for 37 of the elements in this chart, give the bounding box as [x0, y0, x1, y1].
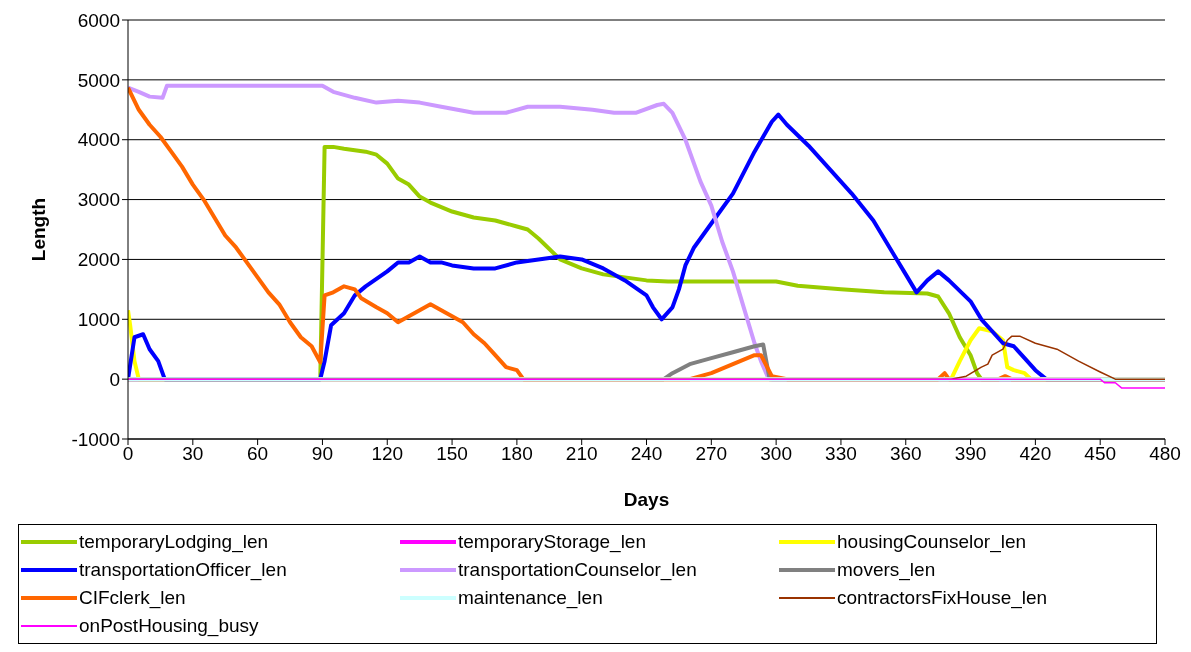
legend-label: onPostHousing_busy [79, 615, 259, 637]
y-tick-label: 3000 [77, 189, 120, 211]
y-tick-label: 4000 [77, 129, 120, 151]
legend-label: temporaryStorage_len [458, 531, 646, 553]
x-tick-label: 450 [1084, 443, 1117, 465]
y-tick-label: 6000 [77, 9, 120, 31]
legend-label: transportationOfficer_len [79, 559, 287, 581]
y-tick-label: -1000 [71, 428, 120, 450]
y-axis-title: Length [27, 197, 49, 262]
x-tick-label: 270 [695, 443, 728, 465]
x-tick-label: 90 [311, 443, 334, 465]
x-tick-label: 210 [565, 443, 598, 465]
x-tick-label: 330 [825, 443, 857, 465]
x-tick-label: 420 [1019, 443, 1052, 465]
x-tick-label: 480 [1149, 443, 1181, 465]
x-axis-title: Days [623, 489, 670, 510]
x-tick-label: 360 [889, 443, 922, 465]
x-tick-label: 300 [760, 443, 792, 465]
y-tick-label: 2000 [77, 249, 120, 271]
x-tick-label: 30 [182, 443, 204, 465]
y-tick-label: 1000 [77, 309, 120, 331]
x-tick-label: 120 [371, 443, 404, 465]
legend-label: maintenance_len [458, 587, 603, 609]
x-tick-label: 390 [954, 443, 987, 465]
legend-label: movers_len [837, 559, 936, 581]
y-tick-label: 0 [109, 368, 120, 390]
x-tick-label: 0 [122, 443, 134, 465]
x-tick-label: 240 [630, 443, 663, 465]
x-tick-label: 60 [247, 443, 269, 465]
legend-label: CIFclerk_len [79, 587, 186, 609]
legend-label: housingCounselor_len [837, 531, 1027, 553]
legend-label: temporaryLodging_len [79, 531, 269, 553]
y-tick-label: 5000 [77, 69, 120, 91]
legend-label: contractorsFixHouse_len [837, 587, 1048, 609]
x-tick-label: 180 [501, 443, 533, 465]
legend-label: transportationCounselor_len [458, 559, 697, 581]
x-tick-label: 150 [436, 443, 468, 465]
